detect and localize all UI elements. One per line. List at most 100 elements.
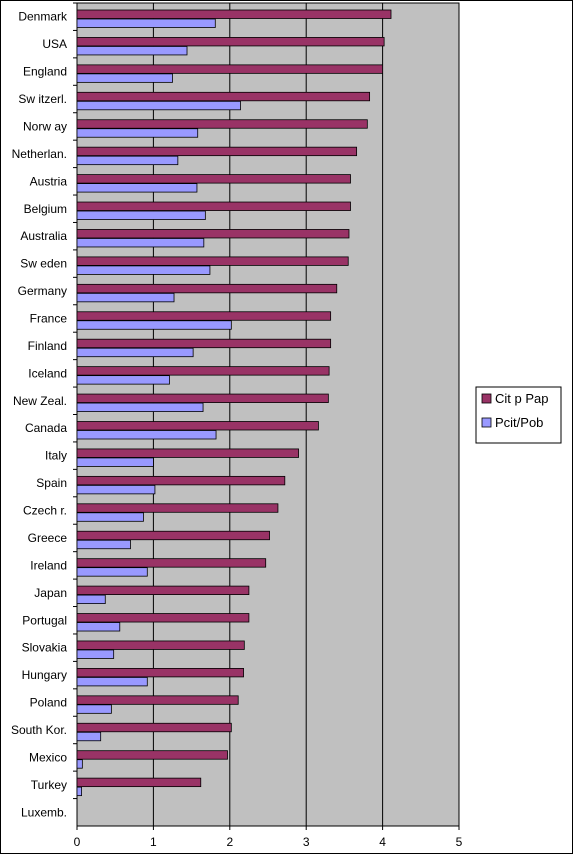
category-label-7: Belgium [24, 202, 67, 216]
bar-pcit-pob-2 [76, 73, 173, 83]
bar-pcit-pob-24 [76, 677, 148, 687]
category-labels: Denmark USA England Sw itzerl. Norw ay Nether… [11, 2, 77, 819]
category-label-6: Austria [30, 174, 68, 188]
bar-cit-p-pap-24 [76, 668, 244, 678]
bar-cit-p-pap-12 [76, 338, 332, 349]
bar-cit-p-pap-1 [76, 37, 385, 47]
bar-pcit-pob-21 [76, 594, 106, 604]
category-label-9: Sw eden [20, 257, 67, 271]
category-label-0: Denmark [18, 10, 68, 24]
bar-cit-p-pap-28 [76, 777, 202, 788]
bar-cit-p-pap-27 [76, 750, 228, 760]
bar-cit-p-pap-16 [76, 448, 299, 458]
bar-cit-p-pap-0 [76, 9, 392, 19]
bar-pcit-pob-13 [76, 375, 170, 385]
category-label-25: Poland [30, 696, 67, 710]
bar-pcit-pob-16 [76, 457, 154, 467]
bar-pcit-pob-26 [76, 731, 102, 742]
legend-label-1: Pcit/Pob [495, 415, 543, 430]
bar-pcit-pob-3 [76, 100, 241, 111]
bar-pcit-pob-7 [76, 210, 206, 220]
bar-cit-p-pap-9 [76, 256, 349, 266]
category-label-13: Iceland [28, 366, 67, 380]
category-label-15: Canada [25, 421, 67, 435]
category-label-12: Finland [28, 339, 67, 353]
category-label-21: Japan [34, 586, 67, 600]
bar-cit-p-pap-18 [76, 503, 279, 513]
category-label-5: Netherlan. [12, 147, 67, 161]
bar-pcit-pob-11 [76, 320, 232, 330]
bar-cit-p-pap-10 [76, 283, 338, 294]
legend-swatch-0 [481, 393, 492, 404]
plot-area [76, 2, 460, 827]
category-label-4: Norw ay [23, 119, 67, 133]
bar-cit-p-pap-15 [76, 421, 319, 431]
bar-pcit-pob-6 [76, 183, 198, 193]
bar-pcit-pob-15 [76, 430, 217, 440]
bar-pcit-pob-25 [76, 704, 112, 714]
category-label-2: England [23, 65, 67, 79]
bar-cit-p-pap-7 [76, 201, 351, 211]
bar-cit-p-pap-13 [76, 366, 330, 376]
bars [76, 9, 392, 797]
category-label-22: Portugal [22, 613, 67, 627]
grid-lines [152, 3, 384, 826]
category-label-28: Turkey [31, 778, 67, 792]
bar-cit-p-pap-5 [76, 146, 358, 157]
legend: Cit p Pap Pcit/Pob [475, 386, 562, 444]
category-label-3: Sw itzerl. [18, 92, 67, 106]
bar-pcit-pob-23 [76, 649, 115, 659]
x-tick-label-0: 0 [74, 835, 81, 849]
category-label-14: New Zeal. [13, 394, 67, 408]
bar-cit-p-pap-17 [76, 475, 286, 486]
bar-pcit-pob-19 [76, 539, 131, 550]
bar-cit-p-pap-23 [76, 640, 245, 650]
bar-cit-p-pap-11 [76, 311, 332, 321]
bar-cit-p-pap-21 [76, 585, 250, 595]
bar-pcit-pob-17 [76, 484, 156, 495]
x-tick-label-4: 4 [379, 835, 386, 849]
bar-cit-p-pap-8 [76, 229, 350, 239]
bar-pcit-pob-4 [76, 128, 199, 138]
bar-cit-p-pap-3 [76, 91, 371, 102]
bar-pcit-pob-5 [76, 155, 179, 166]
bar-cit-p-pap-6 [76, 174, 351, 184]
x-tick-label-1: 1 [150, 835, 157, 849]
bar-pcit-pob-12 [76, 347, 194, 358]
bar-cit-p-pap-22 [76, 613, 250, 623]
bar-pcit-pob-28 [76, 786, 82, 797]
bar-cit-p-pap-2 [76, 64, 384, 74]
bar-pcit-pob-10 [76, 292, 175, 303]
bar-cit-p-pap-14 [76, 393, 329, 403]
bar-cit-p-pap-20 [76, 558, 267, 568]
bar-pcit-pob-22 [76, 622, 121, 632]
legend-swatch-1 [481, 417, 492, 428]
x-tick-label-3: 3 [303, 835, 310, 849]
category-label-11: France [30, 311, 68, 325]
x-tick-label-2: 2 [226, 835, 233, 849]
category-label-23: Slovakia [22, 641, 68, 655]
bar-cit-p-pap-19 [76, 530, 270, 541]
legend-label-0: Cit p Pap [495, 391, 548, 406]
bar-pcit-pob-27 [76, 759, 83, 769]
bar-cit-p-pap-25 [76, 695, 239, 705]
category-label-10: Germany [18, 284, 67, 298]
bar-pcit-pob-18 [76, 512, 144, 522]
category-label-26: South Kor. [11, 723, 67, 737]
bar-pcit-pob-1 [76, 46, 188, 56]
bar-cit-p-pap-4 [76, 119, 368, 129]
bar-pcit-pob-0 [76, 18, 216, 28]
x-axis: 0 1 2 3 4 5 [74, 826, 463, 849]
category-label-29: Luxemb. [21, 805, 67, 819]
category-label-1: USA [42, 37, 67, 51]
bar-pcit-pob-20 [76, 567, 148, 577]
category-label-18: Czech r. [23, 504, 67, 518]
category-label-8: Australia [20, 229, 67, 243]
category-label-19: Greece [28, 531, 68, 545]
x-tick-label-5: 5 [456, 835, 463, 849]
bar-pcit-pob-14 [76, 402, 204, 412]
category-label-27: Mexico [29, 750, 67, 764]
bar-pcit-pob-9 [76, 265, 211, 275]
bar-cit-p-pap-26 [76, 722, 232, 733]
